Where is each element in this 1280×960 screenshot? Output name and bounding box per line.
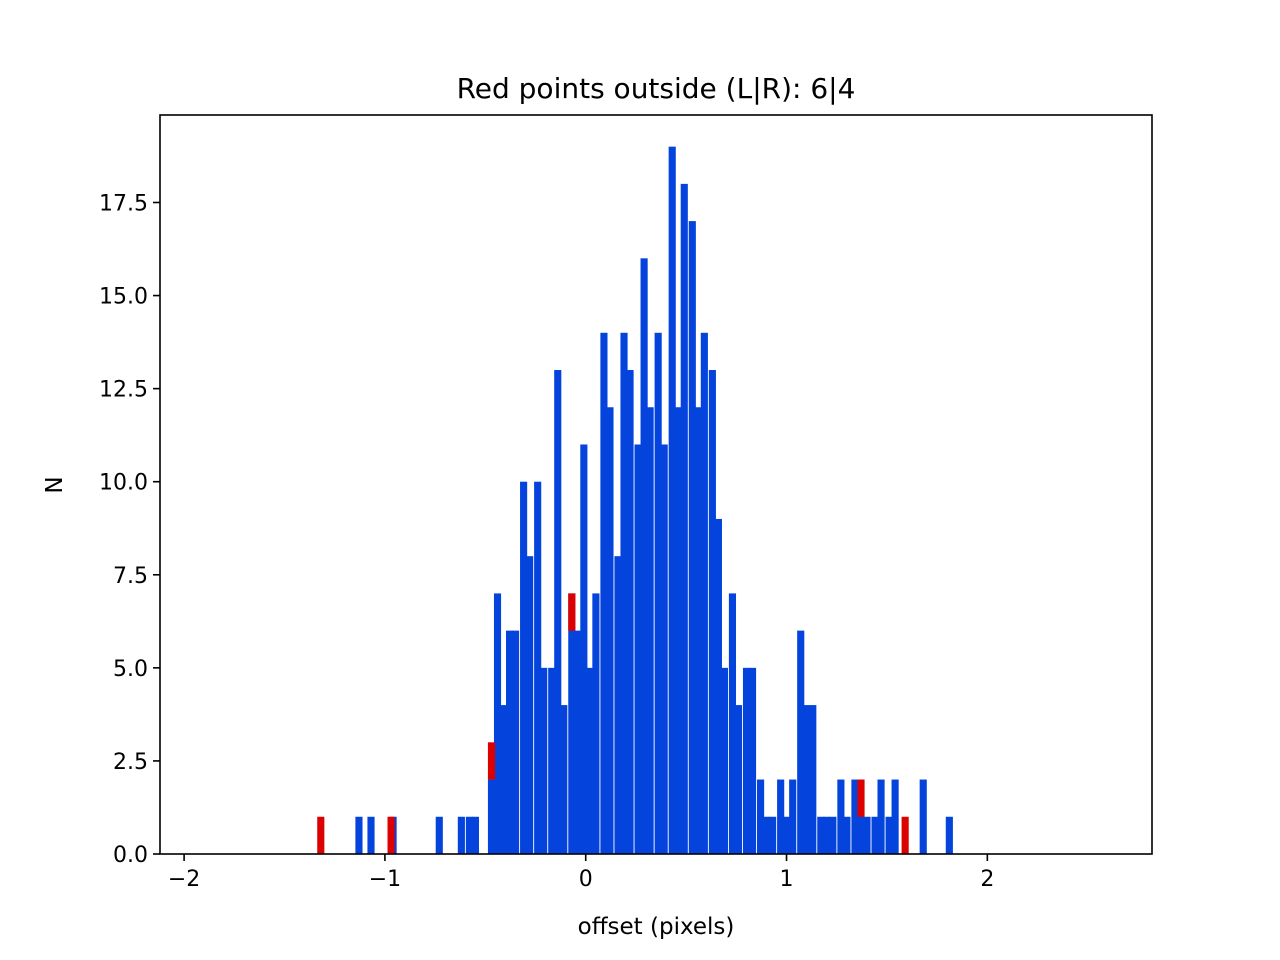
histogram-bar (660, 444, 668, 854)
plot-frame (159, 114, 1153, 855)
histogram-bar (465, 816, 473, 854)
histogram-bar (471, 816, 479, 854)
y-tick-label: 5.0 (113, 657, 148, 682)
histogram-bar (674, 407, 682, 854)
histogram-bar (592, 593, 600, 854)
histogram-bar (783, 816, 791, 854)
y-tick-label: 12.5 (99, 378, 148, 403)
histogram-bar (891, 779, 899, 854)
outlier-bar (857, 779, 865, 817)
histogram-bar (600, 332, 608, 854)
outlier-bar (901, 816, 909, 854)
histogram-bar (757, 779, 765, 854)
histogram-bar (586, 667, 594, 854)
y-axis-ticks: 0.0 2.5 5.0 7.5 10.0 12.5 15.0 17.5 (99, 191, 160, 868)
histogram-bar (534, 481, 542, 854)
histogram-bar (851, 779, 859, 854)
histogram-bar (945, 816, 953, 854)
outlier-bar (317, 816, 325, 854)
histogram-bar (540, 667, 548, 854)
histogram-bar (857, 779, 865, 854)
y-tick-label: 15.0 (99, 285, 148, 310)
histogram-bar (837, 779, 845, 854)
x-tick-label: −2 (168, 867, 200, 892)
histogram-bar (803, 705, 811, 854)
x-axis-ticks: −2 −1 0 1 2 (168, 854, 994, 892)
histogram-bar (700, 332, 708, 854)
y-axis-label: N (42, 476, 68, 493)
histogram-bar (694, 407, 702, 854)
histogram-bar (548, 667, 556, 854)
histogram-bar (871, 816, 879, 854)
histogram-bar (457, 816, 465, 854)
histogram-bar (769, 816, 777, 854)
histogram-bar (688, 221, 696, 855)
y-tick-label: 10.0 (99, 471, 148, 496)
histogram-bar (843, 816, 851, 854)
histogram-bar (748, 667, 757, 854)
histogram-bar (829, 816, 837, 854)
histogram-bar (526, 556, 534, 854)
histogram-bar (634, 444, 642, 854)
histogram-bar (560, 705, 568, 854)
histogram-bar (512, 630, 520, 854)
histogram-bar (668, 146, 676, 854)
y-tick-label: 17.5 (99, 191, 148, 216)
outlier-bar (387, 816, 395, 854)
histogram-bar (640, 258, 648, 855)
histogram-bar (919, 779, 927, 854)
histogram-bar (580, 444, 588, 854)
y-tick-label: 7.5 (113, 564, 148, 589)
histogram-bar (734, 705, 743, 854)
x-tick-label: 1 (780, 867, 794, 892)
histogram-bar (520, 481, 528, 854)
histogram-bar (506, 630, 514, 854)
histogram-bar (554, 370, 562, 854)
outlier-bar (568, 593, 576, 631)
histogram-bar (614, 556, 622, 854)
histogram-bar (817, 816, 825, 854)
histogram-bar (606, 407, 614, 854)
histogram-bar (574, 630, 582, 854)
histogram-bar (708, 370, 716, 854)
outlier-bar (487, 742, 496, 780)
histogram-bar (493, 593, 502, 854)
histogram-bar (680, 183, 688, 854)
histogram-bar (435, 816, 443, 854)
histogram-bar (355, 816, 363, 854)
histogram-bar (728, 593, 737, 854)
chart-title: Red points outside (L|R): 6|4 (457, 72, 856, 105)
x-tick-label: 2 (980, 867, 994, 892)
y-tick-label: 0.0 (113, 843, 148, 868)
histogram-bar (714, 518, 722, 854)
histogram-bar (620, 332, 628, 854)
histogram-bar (823, 816, 831, 854)
histogram-bar (487, 779, 496, 854)
histogram-bar (789, 779, 797, 854)
x-tick-label: −1 (369, 867, 401, 892)
histogram-bar (742, 667, 751, 854)
histogram-bar (499, 705, 508, 854)
histogram-bar (646, 407, 654, 854)
bars-group (317, 146, 953, 855)
histogram-bar (797, 630, 805, 854)
histogram-bar (763, 816, 771, 854)
histogram-bar (777, 779, 785, 854)
histogram-bar (885, 816, 893, 854)
y-tick-label: 2.5 (113, 750, 148, 775)
x-axis-label: offset (pixels) (578, 914, 735, 940)
histogram-bar (626, 370, 634, 854)
histogram-bar (809, 705, 817, 854)
histogram-bar (654, 332, 662, 854)
histogram-bar (367, 816, 375, 854)
histogram-bar (720, 667, 728, 854)
histogram-bar (877, 779, 885, 854)
histogram-bar (568, 593, 576, 854)
x-tick-label: 0 (579, 867, 593, 892)
histogram-bar (863, 816, 871, 854)
